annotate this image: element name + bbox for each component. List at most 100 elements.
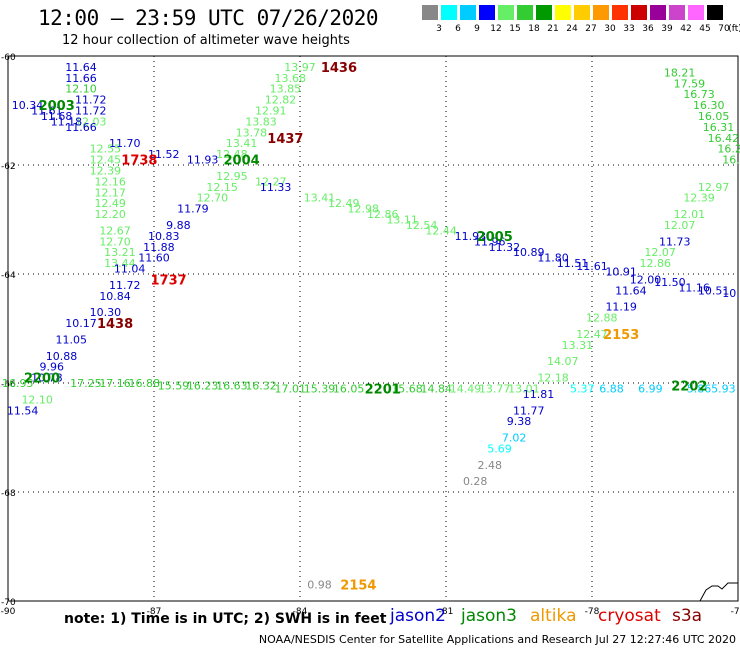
- wave-height-value: 11.18: [51, 115, 83, 128]
- pass-time-label: 1437: [267, 132, 303, 147]
- wave-height-value: 13.68: [275, 72, 307, 85]
- wave-height-value: 11.19: [605, 301, 637, 314]
- wave-height-value: 0.98: [307, 579, 332, 592]
- legend-label: 36: [642, 24, 654, 34]
- wave-height-value: 11.80: [537, 252, 569, 265]
- wave-height-value: 14.49: [450, 382, 482, 395]
- wave-height-value: 5.93: [711, 382, 736, 395]
- wave-height-value: 10.89: [513, 246, 545, 259]
- map-subtitle: 12 hour collection of altimeter wave hei…: [62, 33, 350, 48]
- wave-height-value: 12.16: [94, 175, 126, 188]
- pass-time-label: 1438: [97, 317, 133, 332]
- wave-height-value: 12.95: [216, 170, 248, 183]
- lon-tick-label: -90: [1, 607, 16, 617]
- wave-height-value: 10.84: [99, 290, 131, 303]
- wave-height-value: 10.83: [148, 230, 180, 243]
- legend-label: 42: [680, 24, 692, 34]
- wave-height-value: 9.88: [166, 219, 191, 232]
- legend-swatch: [669, 5, 685, 20]
- lat-tick-label: -70: [1, 598, 16, 608]
- wave-height-value: 12.67: [99, 224, 131, 237]
- wave-height-value: 14.07: [547, 355, 579, 368]
- wave-height-value: 16.73: [683, 88, 715, 101]
- wave-height-value: 17.01: [275, 382, 307, 395]
- wave-height-value: 11.73: [659, 235, 691, 248]
- legend-label: 24: [566, 24, 578, 34]
- pass-time-label: 2201: [365, 382, 401, 397]
- wave-height-value: 12.70: [99, 235, 131, 248]
- wave-height-value: 16.95: [2, 377, 34, 390]
- wave-height-value: 12.07: [644, 246, 676, 259]
- wave-height-value: 10.51: [698, 284, 730, 297]
- wave-height-value: 12.54: [406, 219, 438, 232]
- wave-height-value: 10.11: [722, 287, 740, 300]
- pass-time-label: 1737: [151, 273, 187, 288]
- lon-tick-label: -81: [439, 607, 454, 617]
- wave-height-value: 11.50: [654, 276, 686, 289]
- pass-time-label: 2005: [477, 230, 513, 245]
- wave-height-value: 16.88: [129, 377, 161, 390]
- legend-swatch: [688, 5, 704, 20]
- credit-line: NOAA/NESDIS Center for Satellite Applica…: [258, 633, 736, 646]
- pass-time-label: 2154: [340, 579, 376, 594]
- pass-time-label: 2202: [671, 380, 707, 395]
- legend-label: 21: [547, 24, 559, 34]
- wave-height-value: 2.48: [478, 459, 503, 472]
- wave-height-value: 12.45: [90, 154, 122, 167]
- legend-swatch: [536, 5, 552, 20]
- wave-height-value: 11.72: [75, 105, 107, 118]
- legend-swatch: [422, 5, 438, 20]
- wave-height-value: 12.97: [698, 181, 730, 194]
- pass-time-label: 1738: [121, 154, 157, 169]
- wave-height-value: 10.17: [65, 317, 97, 330]
- pass-time-label: 2004: [224, 154, 260, 169]
- wave-height-value: 10.91: [605, 265, 637, 278]
- legend-swatch: [574, 5, 590, 20]
- wave-height-value: 13.44: [104, 257, 136, 270]
- wave-height-value: 11.61: [576, 260, 608, 273]
- wave-height-value: 11.33: [260, 181, 292, 194]
- satellite-cryosat: cryosat: [598, 606, 661, 626]
- wave-height-value: 16.05: [333, 382, 365, 395]
- legend-swatch: [460, 5, 476, 20]
- pass-time-label: 1436: [321, 61, 357, 76]
- wave-height-value: 11.79: [177, 203, 209, 216]
- wave-height-value: 12.39: [90, 164, 122, 177]
- wave-height-value: 16.63: [216, 380, 248, 393]
- wave-height-value: 12.07: [664, 219, 696, 232]
- wave-height-value: 12.10: [65, 83, 97, 96]
- wave-height-value: 11.60: [138, 252, 170, 265]
- lon-tick-label: -78: [585, 607, 600, 617]
- wave-height-value: 10.34: [12, 99, 44, 112]
- wave-height-value: 12.18: [537, 372, 569, 385]
- lat-tick-label: -68: [1, 489, 16, 499]
- map-frame: [7, 55, 739, 602]
- wave-height-value: 11.54: [7, 404, 39, 417]
- legend-swatch: [555, 5, 571, 20]
- wave-height-value: 12.00: [630, 273, 662, 286]
- legend-label: 18: [528, 24, 540, 34]
- wave-height-value: 11.16: [678, 282, 710, 295]
- legend-label: 6: [455, 24, 461, 34]
- pass-time-label: 2153: [603, 328, 639, 343]
- wave-height-value: 17.59: [674, 77, 706, 90]
- wave-height-value: 11.72: [109, 279, 141, 292]
- wave-height-value: 12.86: [640, 257, 672, 270]
- wave-height-value: 11.81: [523, 388, 555, 401]
- legend-label: 33: [623, 24, 635, 34]
- legend-label: 45: [699, 24, 711, 34]
- legend-swatch: [498, 5, 514, 20]
- legend-swatch: [707, 5, 723, 20]
- wave-height-value: 11.04: [114, 263, 146, 276]
- wave-height-value: 11.61: [31, 105, 63, 118]
- wave-height-value: 11.32: [489, 241, 521, 254]
- satellite-altika: altika: [530, 606, 577, 626]
- wave-height-value: 11.96: [474, 235, 506, 248]
- wave-height-value: 0.28: [463, 475, 488, 488]
- wave-height-value: 11.70: [109, 137, 141, 150]
- wave-height-value: 10.78: [31, 372, 63, 385]
- wave-height-value: 16.05: [698, 110, 730, 123]
- legend-unit: (ft): [728, 24, 740, 34]
- wave-height-value: 12.82: [265, 94, 297, 107]
- legend-label: 15: [509, 24, 521, 34]
